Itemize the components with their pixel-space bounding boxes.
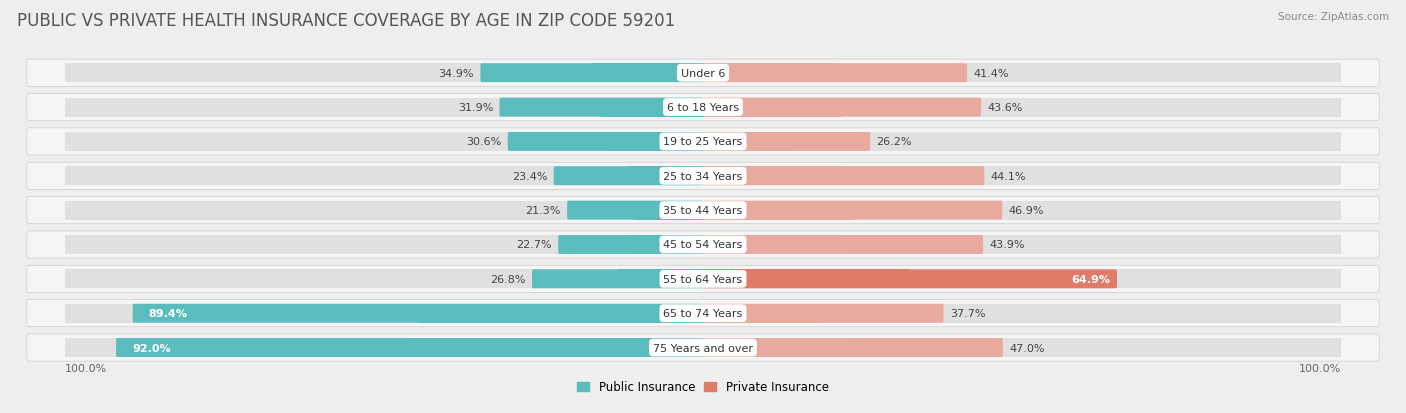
Bar bbox=[703, 64, 1341, 83]
Bar bbox=[65, 235, 703, 254]
Bar bbox=[703, 338, 853, 357]
Bar bbox=[703, 235, 1341, 254]
Bar bbox=[703, 201, 1341, 220]
Bar bbox=[703, 235, 844, 254]
FancyBboxPatch shape bbox=[703, 64, 967, 83]
Text: 23.4%: 23.4% bbox=[512, 171, 547, 181]
Text: 89.4%: 89.4% bbox=[149, 309, 187, 318]
FancyBboxPatch shape bbox=[27, 163, 1379, 190]
FancyBboxPatch shape bbox=[508, 133, 703, 152]
Text: 46.9%: 46.9% bbox=[1008, 206, 1045, 216]
Bar bbox=[628, 167, 703, 186]
Text: 75 Years and over: 75 Years and over bbox=[652, 343, 754, 353]
FancyBboxPatch shape bbox=[27, 128, 1379, 156]
Bar bbox=[65, 201, 703, 220]
Bar bbox=[703, 304, 1341, 323]
FancyBboxPatch shape bbox=[481, 64, 703, 83]
Bar bbox=[703, 270, 1341, 289]
Bar bbox=[703, 304, 824, 323]
FancyBboxPatch shape bbox=[27, 197, 1379, 224]
FancyBboxPatch shape bbox=[703, 167, 984, 186]
Text: 26.2%: 26.2% bbox=[876, 137, 912, 147]
FancyBboxPatch shape bbox=[27, 300, 1379, 327]
FancyBboxPatch shape bbox=[117, 338, 703, 357]
Bar bbox=[617, 270, 703, 289]
FancyBboxPatch shape bbox=[703, 235, 983, 254]
Bar bbox=[602, 98, 703, 117]
Text: 22.7%: 22.7% bbox=[516, 240, 551, 250]
Bar bbox=[409, 338, 703, 357]
Text: 43.6%: 43.6% bbox=[987, 103, 1024, 113]
Text: 26.8%: 26.8% bbox=[491, 274, 526, 284]
Bar bbox=[606, 133, 703, 152]
Bar bbox=[703, 338, 1341, 357]
Text: 100.0%: 100.0% bbox=[1299, 363, 1341, 373]
FancyBboxPatch shape bbox=[27, 231, 1379, 259]
FancyBboxPatch shape bbox=[558, 235, 703, 254]
Bar bbox=[703, 167, 844, 186]
Text: 34.9%: 34.9% bbox=[439, 69, 474, 78]
Text: 30.6%: 30.6% bbox=[467, 137, 502, 147]
FancyBboxPatch shape bbox=[703, 270, 1116, 289]
Bar bbox=[636, 201, 703, 220]
FancyBboxPatch shape bbox=[703, 338, 1002, 357]
Bar bbox=[703, 133, 1341, 152]
Bar bbox=[631, 235, 703, 254]
FancyBboxPatch shape bbox=[27, 334, 1379, 361]
Bar bbox=[65, 338, 703, 357]
FancyBboxPatch shape bbox=[27, 60, 1379, 87]
FancyBboxPatch shape bbox=[703, 133, 870, 152]
Text: 41.4%: 41.4% bbox=[973, 69, 1010, 78]
FancyBboxPatch shape bbox=[499, 98, 703, 117]
Text: Under 6: Under 6 bbox=[681, 69, 725, 78]
Bar bbox=[65, 98, 703, 117]
Bar bbox=[65, 64, 703, 83]
Text: 44.1%: 44.1% bbox=[991, 171, 1026, 181]
FancyBboxPatch shape bbox=[531, 270, 703, 289]
Text: 37.7%: 37.7% bbox=[950, 309, 986, 318]
Text: 19 to 25 Years: 19 to 25 Years bbox=[664, 137, 742, 147]
Bar bbox=[65, 304, 703, 323]
Bar bbox=[65, 167, 703, 186]
FancyBboxPatch shape bbox=[703, 304, 943, 323]
Text: 64.9%: 64.9% bbox=[1071, 274, 1111, 284]
Text: 100.0%: 100.0% bbox=[65, 363, 107, 373]
Text: 55 to 64 Years: 55 to 64 Years bbox=[664, 274, 742, 284]
Bar bbox=[703, 133, 786, 152]
FancyBboxPatch shape bbox=[27, 266, 1379, 293]
Bar bbox=[703, 201, 852, 220]
Text: 45 to 54 Years: 45 to 54 Years bbox=[664, 240, 742, 250]
Bar bbox=[65, 270, 703, 289]
FancyBboxPatch shape bbox=[554, 167, 703, 186]
Bar bbox=[703, 167, 1341, 186]
Text: 65 to 74 Years: 65 to 74 Years bbox=[664, 309, 742, 318]
Text: 35 to 44 Years: 35 to 44 Years bbox=[664, 206, 742, 216]
FancyBboxPatch shape bbox=[703, 201, 1002, 220]
Text: 21.3%: 21.3% bbox=[526, 206, 561, 216]
Bar bbox=[418, 304, 703, 323]
Text: 43.9%: 43.9% bbox=[990, 240, 1025, 250]
FancyBboxPatch shape bbox=[132, 304, 703, 323]
Text: PUBLIC VS PRIVATE HEALTH INSURANCE COVERAGE BY AGE IN ZIP CODE 59201: PUBLIC VS PRIVATE HEALTH INSURANCE COVER… bbox=[17, 12, 675, 30]
Bar bbox=[703, 64, 835, 83]
Bar bbox=[65, 133, 703, 152]
FancyBboxPatch shape bbox=[27, 94, 1379, 121]
Text: 31.9%: 31.9% bbox=[458, 103, 494, 113]
Bar bbox=[703, 98, 842, 117]
Bar bbox=[703, 98, 1341, 117]
Bar bbox=[592, 64, 703, 83]
Text: 92.0%: 92.0% bbox=[132, 343, 170, 353]
Text: 47.0%: 47.0% bbox=[1010, 343, 1045, 353]
Text: 25 to 34 Years: 25 to 34 Years bbox=[664, 171, 742, 181]
FancyBboxPatch shape bbox=[567, 201, 703, 220]
Legend: Public Insurance, Private Insurance: Public Insurance, Private Insurance bbox=[578, 380, 828, 393]
Text: Source: ZipAtlas.com: Source: ZipAtlas.com bbox=[1278, 12, 1389, 22]
FancyBboxPatch shape bbox=[703, 98, 981, 117]
Text: 6 to 18 Years: 6 to 18 Years bbox=[666, 103, 740, 113]
Bar bbox=[703, 270, 910, 289]
